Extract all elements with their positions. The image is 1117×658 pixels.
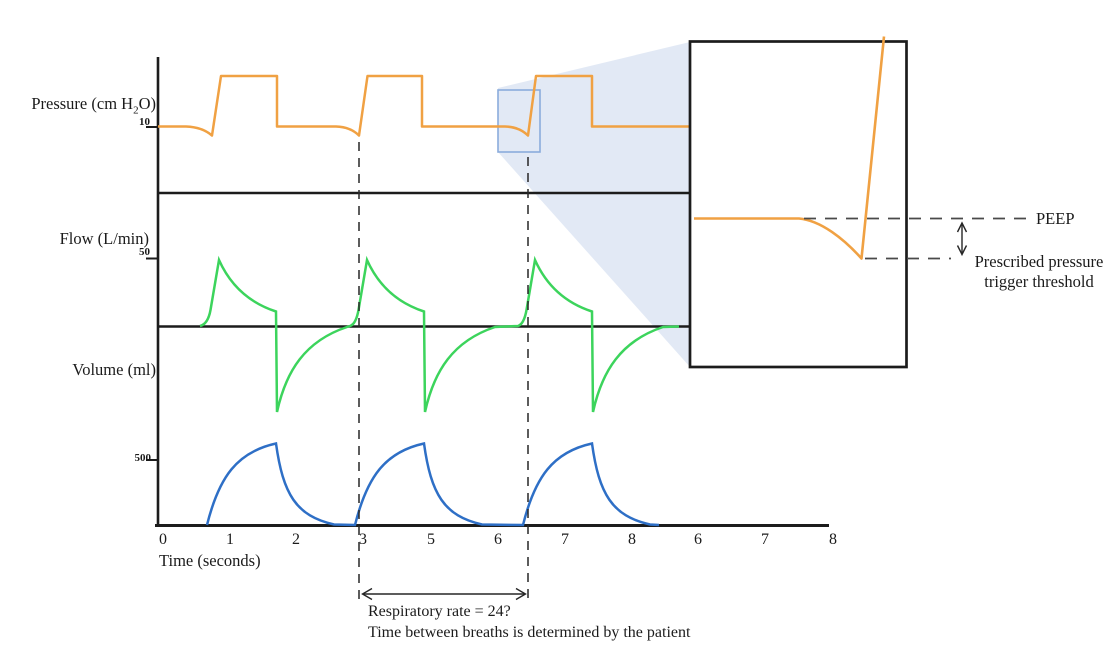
x-tick-label-9: 7 [761,531,769,548]
respiratory-rate-arrow [361,587,527,601]
volume-tick-label: 500 [134,452,152,464]
volume-trace [205,441,660,527]
trigger-threshold-label: Prescribed pressure trigger threshold [957,252,1117,292]
x-tick-label-4: 5 [427,531,435,548]
zoom-highlight-box [497,89,541,153]
flow-trace [199,255,680,413]
respiratory-rate-note: Respiratory rate = 24? [368,603,511,620]
x-tick-label-5: 6 [494,531,502,548]
x-tick-label-3: 3 [359,531,367,548]
peep-threshold-arrow [956,221,968,257]
time-axis-title: Time (seconds) [159,551,261,570]
pressure-tick-label: 10 [139,116,150,128]
flow-panel-label: Flow (L/min) [59,229,149,248]
x-tick-label-2: 2 [292,531,300,548]
pressure-trace [158,74,690,137]
x-tick-label-7: 8 [628,531,636,548]
inset-pressure-trace [694,36,886,260]
x-tick-label-10: 8 [829,531,837,548]
inset-box [688,40,908,369]
peep-label: PEEP [1036,209,1075,228]
flow-tick-label: 50 [139,246,150,258]
zoom-cone [498,42,690,367]
time-between-breaths-note: Time between breaths is determined by th… [368,624,691,641]
x-tick-label-0: 0 [159,531,167,548]
x-tick-label-6: 7 [561,531,569,548]
trigger-threshold-label-line1: Prescribed pressure [974,252,1104,271]
x-tick-label-8: 6 [694,531,702,548]
volume-panel-label: Volume (ml) [72,360,156,379]
pressure-panel-label: Pressure (cm H2O) [31,94,156,117]
x-tick-label-1: 1 [226,531,234,548]
trigger-threshold-label-line2: trigger threshold [984,272,1094,291]
